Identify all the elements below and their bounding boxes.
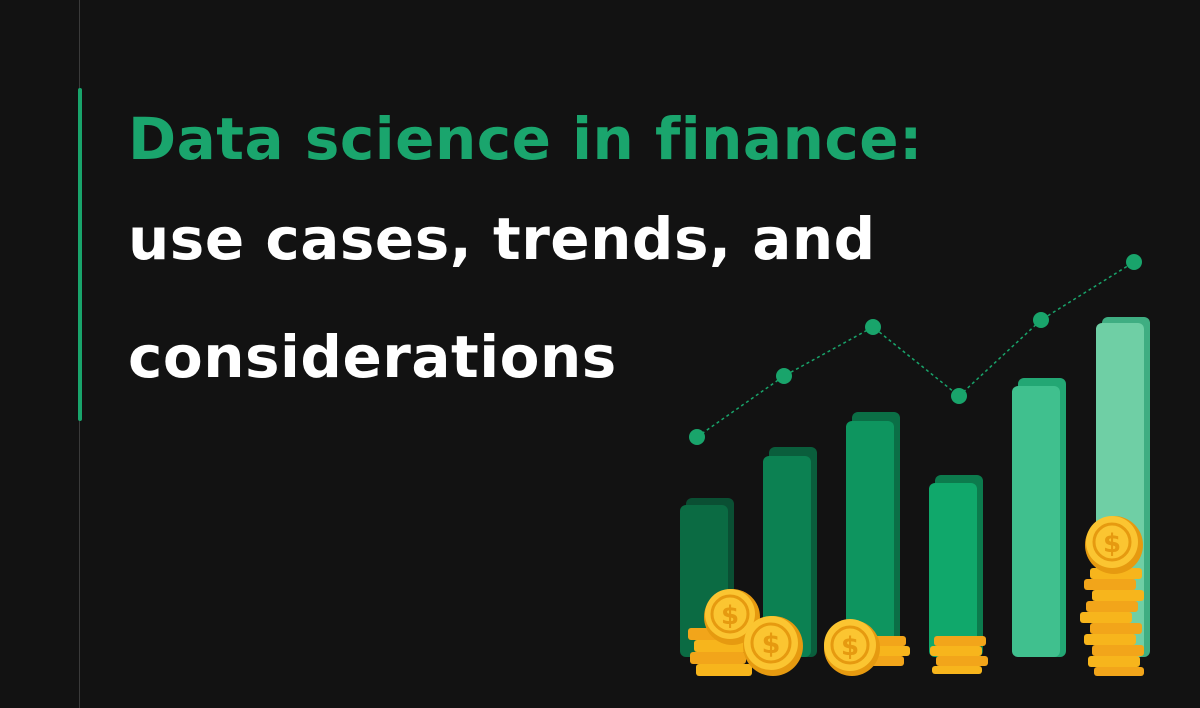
title-line-3: considerations	[128, 323, 617, 391]
trend-point	[776, 368, 792, 384]
trend-point	[865, 319, 881, 335]
bar	[846, 421, 894, 657]
title-line-1: Data science in finance:	[128, 105, 923, 173]
trend-point	[1126, 254, 1142, 270]
gold-coin-icon: $	[824, 619, 880, 676]
dollar-sign-icon: $	[1103, 529, 1121, 559]
dollar-sign-icon: $	[841, 632, 859, 662]
finance-chart-illustration: $ $ $ $	[680, 254, 1150, 676]
trend-line-icon	[689, 254, 1142, 445]
bar	[1012, 386, 1060, 657]
gold-coin-icon: $	[1085, 516, 1143, 574]
gold-coin-icon: $	[704, 589, 760, 645]
trend-point	[1033, 312, 1049, 328]
trend-point	[689, 429, 705, 445]
title-line-2: use cases, trends, and	[128, 205, 876, 273]
gold-coin-icon: $	[743, 616, 803, 676]
dollar-sign-icon: $	[721, 601, 739, 631]
bar	[763, 456, 811, 657]
trend-point	[951, 388, 967, 404]
bar	[929, 483, 977, 657]
accent-bar	[78, 88, 82, 421]
dollar-sign-icon: $	[762, 629, 781, 660]
page-title: Data science in finance: use cases, tren…	[128, 98, 923, 416]
